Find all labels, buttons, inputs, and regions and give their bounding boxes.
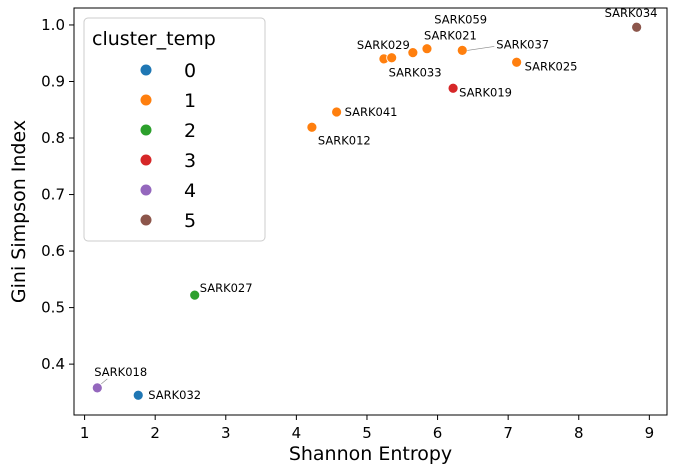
point-label: SARK037	[496, 37, 549, 51]
legend-entry-label: 2	[184, 120, 196, 142]
point-label: SARK059	[434, 12, 487, 26]
point-label: SARK034	[605, 6, 658, 20]
x-tick-label: 6	[433, 424, 443, 442]
x-tick-label: 4	[292, 424, 302, 442]
point-label: SARK012	[318, 133, 371, 147]
ticks-layer: 1 2 3 4 5 6 7 8 9 0.4 0.5 0.6 0.7 0.8 0.9 1.0	[41, 16, 654, 442]
label-leader-line	[101, 378, 108, 385]
x-tick-label: 1	[80, 424, 90, 442]
data-point	[631, 21, 643, 33]
legend-marker	[140, 124, 152, 136]
plot-frame	[73, 7, 668, 416]
legend-entry-label: 4	[184, 180, 196, 202]
y-tick-label: 1.0	[41, 16, 65, 34]
data-point	[511, 56, 523, 68]
y-tick-label: 0.8	[41, 129, 65, 147]
x-tick-label: 5	[362, 424, 372, 442]
data-point	[132, 389, 144, 401]
y-tick-label: 0.4	[41, 355, 65, 373]
legend-box	[83, 17, 266, 242]
point-label: SARK021	[424, 29, 477, 43]
y-axis-label: Gini Simpson Index	[8, 120, 30, 303]
data-point	[386, 52, 398, 64]
legend-marker	[140, 154, 152, 166]
point-label: SARK041	[345, 105, 398, 119]
x-tick-label: 9	[645, 424, 655, 442]
data-point	[456, 44, 468, 56]
y-tick-label: 0.5	[41, 299, 65, 317]
legend-entry-label: 5	[184, 210, 196, 232]
legend-entry-label: 0	[184, 60, 196, 82]
x-axis-label: Shannon Entropy	[289, 443, 452, 465]
label-leader-line	[467, 46, 495, 51]
point-label: SARK033	[389, 66, 442, 80]
legend-entry-label: 3	[184, 150, 196, 172]
x-tick-label: 8	[574, 424, 584, 442]
points-layer	[91, 21, 643, 401]
data-point	[331, 106, 343, 118]
y-tick-label: 0.9	[41, 72, 65, 90]
legend-marker	[140, 184, 152, 196]
point-label: SARK029	[357, 38, 410, 52]
legend-marker	[140, 64, 152, 76]
data-point	[91, 382, 103, 394]
legend-marker	[140, 214, 152, 226]
point-label: SARK019	[459, 85, 512, 99]
point-label: SARK025	[525, 59, 578, 73]
data-point	[306, 121, 318, 133]
point-label: SARK018	[94, 365, 147, 379]
legend-entries: 0 1 2 3 4 5	[140, 60, 196, 232]
point-label: SARK027	[200, 281, 253, 295]
legend-title: cluster_temp	[92, 28, 216, 50]
legend-entry-label: 1	[184, 90, 196, 112]
x-tick-label: 2	[150, 424, 160, 442]
y-tick-label: 0.6	[41, 242, 65, 260]
data-point	[189, 289, 201, 301]
legend: cluster_temp 0 1 2 3 4 5	[83, 17, 266, 242]
data-point	[407, 47, 419, 59]
point-label: SARK032	[148, 388, 201, 402]
x-tick-label: 3	[221, 424, 231, 442]
data-point	[421, 43, 433, 55]
y-tick-label: 0.7	[41, 186, 65, 204]
data-point	[447, 82, 459, 94]
legend-marker	[140, 94, 152, 106]
x-tick-label: 7	[503, 424, 513, 442]
